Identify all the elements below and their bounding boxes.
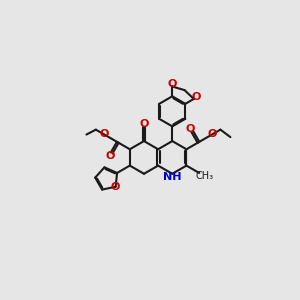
Text: O: O [192,92,201,102]
Text: CH₃: CH₃ [196,171,214,181]
Text: O: O [139,118,149,129]
Text: O: O [208,129,217,139]
Text: O: O [186,124,195,134]
Text: O: O [168,79,177,88]
Text: O: O [105,151,114,161]
Text: O: O [99,129,109,139]
Text: NH: NH [163,172,182,182]
Text: O: O [111,182,120,192]
